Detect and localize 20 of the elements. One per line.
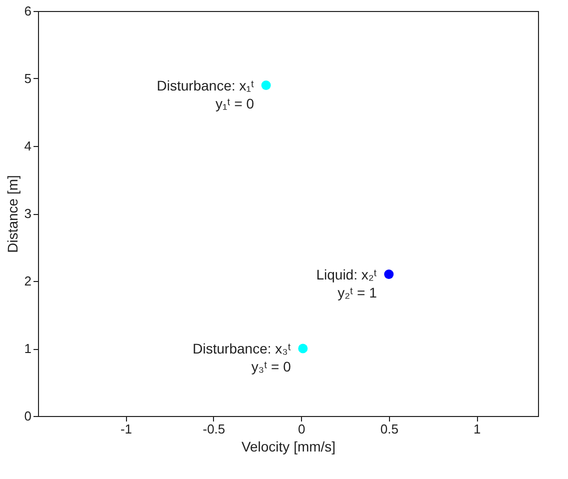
annotation: Disturbance: x₃ᵗ y₃ᵗ = 0 [192,340,292,374]
point [261,80,271,90]
y-tick-label: 2 [24,274,32,288]
y-tick-label: 0 [24,408,32,424]
y-axis-title: Distance [m] [4,175,20,253]
x-tick-label: 1 [473,422,481,436]
x-axis-title: Velocity [mm/s] [241,438,336,454]
y-tick-label: 4 [24,138,32,154]
annotation: Liquid: x₂ᵗ y₂ᵗ = 1 [316,266,378,300]
x-tick-label: -1 [120,422,132,436]
x-tick-label: 0.5 [380,422,398,436]
annotation: Disturbance: x₁ᵗ y₁ᵗ = 0 [156,77,254,112]
y-tick-label: 3 [24,206,32,221]
y-tick-label: 6 [24,4,32,18]
point [384,270,394,279]
y-tick-label: 5 [24,71,32,86]
x-tick-label: -0.5 [202,422,226,436]
x-tick-label: 0 [298,422,306,436]
y-tick-label: 1 [24,341,32,356]
point [298,344,308,354]
